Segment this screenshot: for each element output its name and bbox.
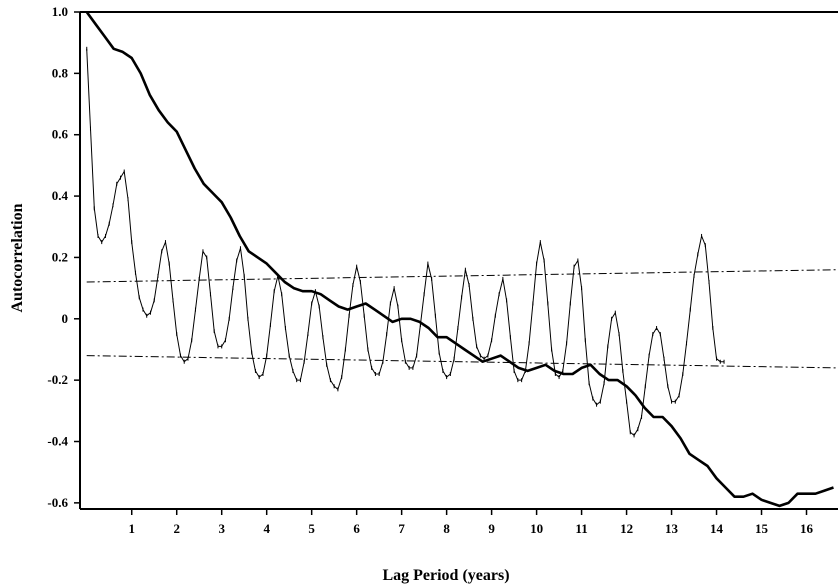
x-tick-label: 5 [308, 521, 315, 536]
confidence-bound-line [86, 269, 838, 283]
smoothed-series-line [85, 12, 834, 508]
x-tick-label: 7 [398, 521, 405, 536]
x-tick-label: 13 [665, 521, 679, 536]
x-tick-label: 6 [353, 521, 360, 536]
x-tick-label: 3 [218, 521, 225, 536]
x-tick-label: 16 [800, 521, 814, 536]
x-tick-label: 9 [488, 521, 495, 536]
y-tick-label: 0.4 [52, 188, 69, 203]
x-tick-label: 2 [173, 521, 180, 536]
plot-area [79, 11, 838, 510]
y-tick-label: 0.8 [52, 65, 69, 80]
y-axis-title: Autocorrelation [9, 203, 26, 312]
x-tick-label: 1 [128, 521, 135, 536]
x-tick-label: 15 [755, 521, 769, 536]
x-tick-label: 4 [263, 521, 270, 536]
x-tick-label: 8 [443, 521, 450, 536]
y-tick-label: 0 [62, 311, 69, 326]
y-tick-label: 0.6 [52, 127, 69, 142]
x-tick-label: 12 [620, 521, 633, 536]
x-axis: 1 2 3 4 5 6 7 8 9 10 11 12 13 14 15 16 [128, 509, 814, 536]
x-tick-label: 11 [575, 521, 587, 536]
confidence-bound-line [86, 355, 838, 369]
y-tick-label: 1.0 [52, 4, 68, 19]
y-axis: 1.0 0.8 0.6 0.4 0.2 0 -0.2 -0.4 -0.6 [47, 4, 80, 510]
y-tick-label: 0.2 [52, 249, 68, 264]
monthly-series-line [86, 48, 725, 436]
x-tick-label: 10 [530, 521, 543, 536]
x-axis-title: Lag Period (years) [382, 567, 509, 584]
y-tick-label: -0.4 [47, 434, 68, 449]
y-tick-label: -0.2 [47, 372, 68, 387]
x-tick-label: 14 [710, 521, 724, 536]
y-tick-label: -0.6 [47, 495, 68, 510]
